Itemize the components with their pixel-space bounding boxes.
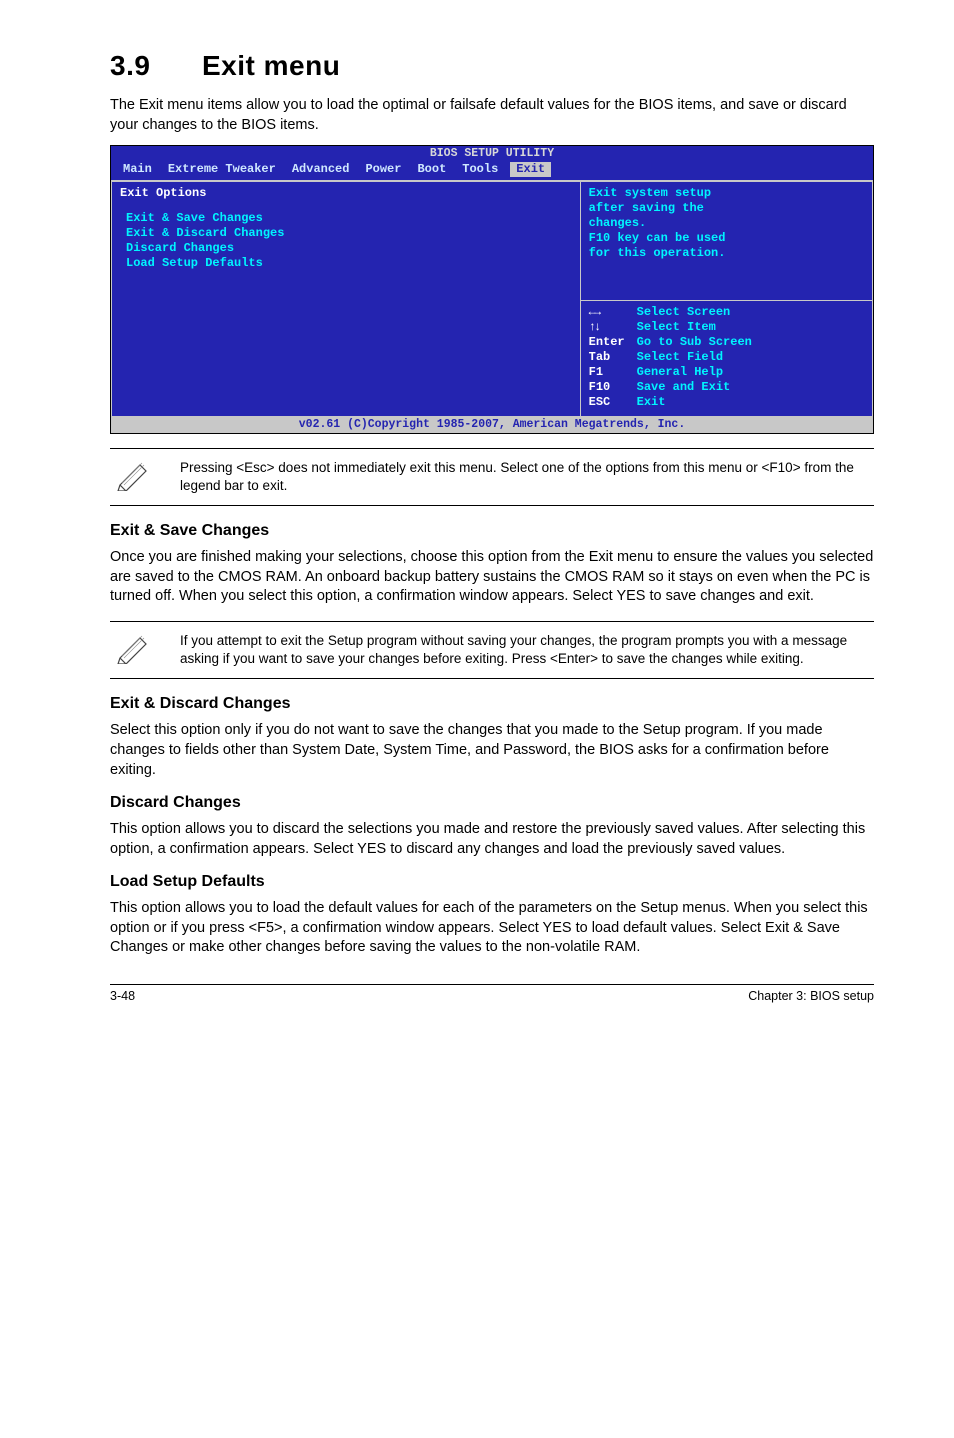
key-row: ESCExit: [589, 395, 864, 410]
bios-item: Exit & Save Changes: [126, 211, 572, 226]
intro-paragraph: The Exit menu items allow you to load th…: [110, 96, 874, 135]
bios-body: Exit Options Exit & Save Changes Exit & …: [111, 180, 873, 417]
key-key: ←→: [589, 305, 637, 320]
key-key: Tab: [589, 350, 637, 365]
bios-item: Load Setup Defaults: [126, 256, 572, 271]
key-key: F1: [589, 365, 637, 380]
bios-tab-power: Power: [361, 162, 413, 177]
bios-left-header: Exit Options: [120, 186, 572, 201]
help-line: Exit system setup: [589, 186, 864, 201]
chapter-label: Chapter 3: BIOS setup: [748, 989, 874, 1003]
body-paragraph: This option allows you to discard the se…: [110, 820, 874, 859]
bios-key-legend: ←→Select Screen ↑↓Select Item EnterGo to…: [581, 300, 872, 416]
help-line: after saving the: [589, 201, 864, 216]
subsection-heading: Discard Changes: [110, 794, 874, 812]
key-desc: Exit: [637, 395, 666, 410]
bios-tab-tools: Tools: [458, 162, 510, 177]
help-line: F10 key can be used: [589, 231, 864, 246]
bios-item: Exit & Discard Changes: [126, 226, 572, 241]
bios-tab-extreme: Extreme Tweaker: [164, 162, 288, 177]
key-row: ←→Select Screen: [589, 305, 864, 320]
help-line: for this operation.: [589, 246, 864, 261]
bios-screenshot: BIOS SETUP UTILITY Main Extreme Tweaker …: [110, 145, 874, 434]
key-key: ESC: [589, 395, 637, 410]
section-title-text: Exit menu: [202, 50, 340, 81]
key-row: EnterGo to Sub Screen: [589, 335, 864, 350]
bios-item: Discard Changes: [126, 241, 572, 256]
key-desc: Select Item: [637, 320, 716, 335]
key-row: F10Save and Exit: [589, 380, 864, 395]
page-footer: 3-48 Chapter 3: BIOS setup: [110, 984, 874, 1003]
bios-left-pane: Exit Options Exit & Save Changes Exit & …: [111, 181, 580, 417]
section-number: 3.9: [110, 50, 202, 82]
key-desc: Select Screen: [637, 305, 731, 320]
pencil-icon: [116, 461, 152, 491]
pencil-icon: [116, 634, 152, 664]
bios-titlebar: BIOS SETUP UTILITY: [111, 146, 873, 161]
subsection-heading: Load Setup Defaults: [110, 873, 874, 891]
note-text: If you attempt to exit the Setup program…: [180, 632, 870, 668]
subsection-heading: Exit & Save Changes: [110, 522, 874, 540]
body-paragraph: Once you are finished making your select…: [110, 548, 874, 607]
bios-right-pane: Exit system setup after saving the chang…: [580, 181, 873, 417]
key-key: F10: [589, 380, 637, 395]
bios-tab-boot: Boot: [413, 162, 458, 177]
bios-tab-advanced: Advanced: [288, 162, 362, 177]
note-callout: Pressing <Esc> does not immediately exit…: [110, 448, 874, 506]
bios-help-text: Exit system setup after saving the chang…: [581, 182, 872, 300]
bios-tab-exit: Exit: [510, 162, 551, 177]
note-text: Pressing <Esc> does not immediately exit…: [180, 459, 870, 495]
body-paragraph: Select this option only if you do not wa…: [110, 721, 874, 780]
key-key: Enter: [589, 335, 637, 350]
bios-footer: v02.61 (C)Copyright 1985-2007, American …: [111, 417, 873, 433]
key-row: ↑↓Select Item: [589, 320, 864, 335]
bios-tab-main: Main: [119, 162, 164, 177]
note-callout: If you attempt to exit the Setup program…: [110, 621, 874, 679]
help-line: changes.: [589, 216, 864, 231]
body-paragraph: This option allows you to load the defau…: [110, 899, 874, 958]
key-desc: General Help: [637, 365, 723, 380]
key-row: TabSelect Field: [589, 350, 864, 365]
key-desc: Save and Exit: [637, 380, 731, 395]
key-row: F1General Help: [589, 365, 864, 380]
key-key: ↑↓: [589, 320, 637, 335]
page-number: 3-48: [110, 989, 135, 1003]
section-heading: 3.9Exit menu: [110, 50, 874, 82]
bios-tab-row: Main Extreme Tweaker Advanced Power Boot…: [111, 162, 873, 180]
key-desc: Select Field: [637, 350, 723, 365]
key-desc: Go to Sub Screen: [637, 335, 752, 350]
subsection-heading: Exit & Discard Changes: [110, 695, 874, 713]
